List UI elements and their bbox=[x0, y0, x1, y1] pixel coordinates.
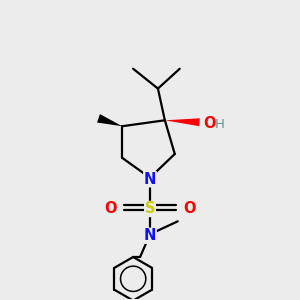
Text: O: O bbox=[104, 202, 116, 217]
Polygon shape bbox=[165, 118, 200, 126]
Polygon shape bbox=[97, 114, 122, 126]
Text: S: S bbox=[145, 202, 155, 217]
Text: O: O bbox=[203, 116, 216, 131]
Text: O: O bbox=[184, 202, 196, 217]
Text: N: N bbox=[144, 172, 156, 187]
Text: N: N bbox=[144, 228, 156, 243]
Text: H: H bbox=[214, 118, 224, 131]
